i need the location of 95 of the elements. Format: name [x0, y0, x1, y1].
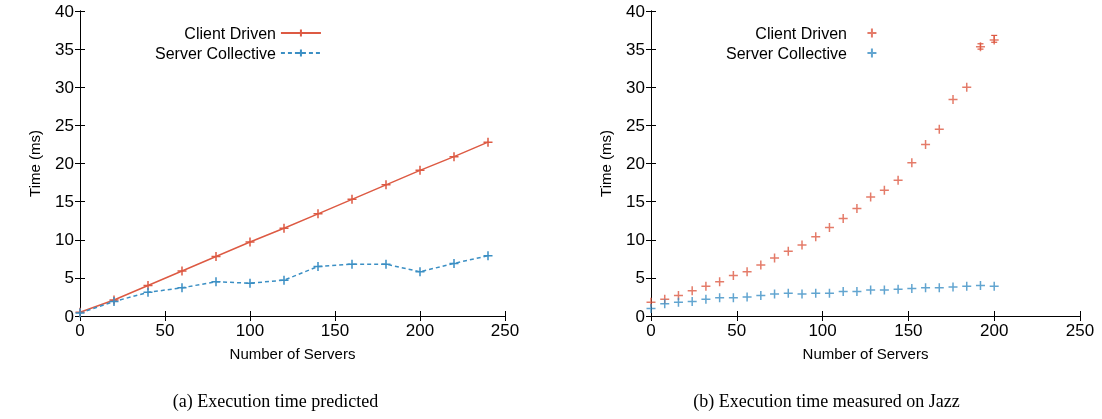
point	[934, 123, 945, 135]
y-tick-label: 5	[64, 268, 74, 288]
point	[176, 265, 188, 277]
point	[769, 288, 780, 300]
x-tick-label: 100	[235, 321, 265, 340]
point	[988, 281, 1000, 292]
y-axis-title: Time (ms)	[26, 130, 43, 197]
point	[865, 284, 876, 296]
point	[659, 298, 670, 310]
point	[700, 281, 712, 292]
point	[210, 251, 222, 262]
point	[244, 236, 256, 248]
x-tick-label: 200	[405, 321, 435, 340]
point	[346, 194, 358, 205]
y-tick-label: 25	[55, 115, 74, 135]
point	[482, 136, 494, 148]
x-tick-label: 250	[490, 321, 520, 340]
point	[879, 184, 890, 196]
y-tick-label: 25	[626, 115, 645, 135]
y-tick-label: 15	[626, 192, 645, 212]
y-tick-label: 35	[55, 39, 74, 59]
point	[934, 282, 945, 294]
legend-label: Server Collective	[725, 44, 848, 62]
point	[947, 281, 959, 293]
legend-label: Server Collective	[154, 44, 277, 62]
point	[769, 252, 780, 264]
point	[380, 179, 392, 191]
y-tick-label: 30	[626, 77, 645, 97]
point	[783, 287, 794, 299]
point	[741, 266, 753, 278]
x-tick-label: 100	[808, 321, 837, 340]
point	[414, 165, 426, 176]
x-tick-label: 250	[1065, 321, 1095, 340]
point	[892, 284, 904, 295]
point	[414, 266, 426, 278]
point	[837, 286, 849, 297]
point	[686, 285, 698, 297]
y-tick-label: 5	[635, 268, 645, 288]
point	[741, 291, 753, 303]
point	[947, 94, 959, 105]
legend-label: Client Driven	[755, 24, 847, 42]
point	[851, 286, 863, 297]
point	[837, 213, 849, 224]
y-tick-label: 30	[55, 77, 74, 97]
point	[645, 303, 657, 314]
point	[176, 282, 188, 294]
x-tick-label: 50	[155, 321, 175, 340]
point	[783, 245, 794, 257]
point	[210, 276, 222, 287]
x-tick-label: 150	[894, 321, 923, 340]
point	[278, 223, 290, 234]
point	[244, 277, 256, 289]
point	[892, 175, 904, 186]
y-tick-label: 20	[626, 154, 645, 173]
point	[824, 287, 835, 299]
text: (a) Execution time predicted	[172, 391, 379, 412]
y-tick-label: 10	[626, 230, 645, 250]
y-tick-label: 35	[626, 39, 645, 59]
y-tick-label: 0	[64, 306, 74, 326]
point	[906, 283, 918, 294]
y-tick-label: 10	[55, 230, 74, 250]
point	[312, 261, 324, 272]
point	[879, 284, 890, 296]
point	[380, 258, 392, 270]
point	[686, 296, 698, 307]
point	[312, 208, 324, 220]
point	[796, 239, 808, 251]
point	[865, 191, 876, 203]
point	[278, 274, 290, 286]
point	[755, 259, 767, 271]
x-axis-title: Number of Servers	[229, 345, 356, 362]
point	[482, 250, 494, 262]
y-tick-label: 40	[55, 1, 74, 21]
point	[700, 293, 712, 305]
y-tick-label: 0	[635, 306, 645, 326]
point	[448, 258, 460, 269]
y-tick-label: 15	[55, 192, 74, 212]
point	[755, 290, 767, 301]
text: (b) Execution time measured on Jazz	[693, 391, 960, 412]
point	[448, 151, 460, 162]
x-tick-label: 50	[727, 321, 747, 340]
y-tick-label: 20	[55, 154, 74, 173]
point	[796, 288, 808, 300]
point	[346, 258, 358, 270]
x-tick-label: 150	[320, 321, 350, 340]
y-tick-label: 40	[626, 1, 645, 21]
point	[906, 157, 918, 168]
point	[810, 287, 821, 299]
point	[851, 203, 863, 214]
x-axis-title: Number of Servers	[802, 345, 929, 362]
legend-label: Client Driven	[184, 24, 276, 42]
point	[142, 287, 154, 298]
y-axis-title: Time (ms)	[597, 130, 614, 197]
x-tick-label: 200	[980, 321, 1009, 340]
point	[920, 282, 931, 294]
